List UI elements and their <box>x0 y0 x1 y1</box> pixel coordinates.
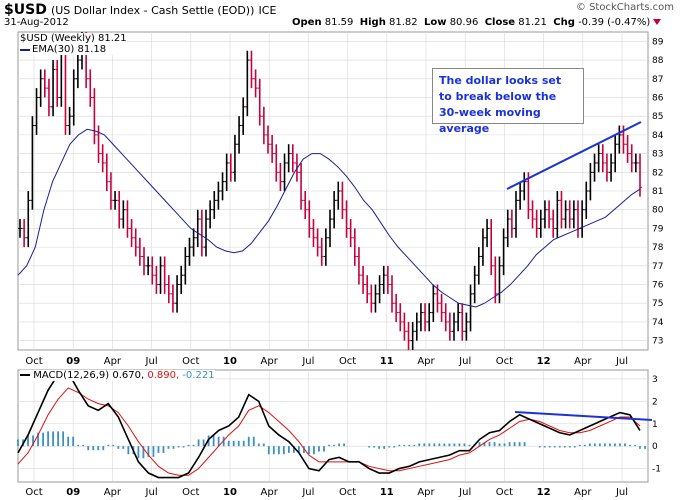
signal-line <box>17 387 641 476</box>
ema-legend-label: EMA(30) 81.18 <box>32 44 107 55</box>
price-x-tick: Oct <box>25 356 42 367</box>
macd-x-tick: Oct <box>339 487 356 498</box>
price-y-tick: 88 <box>652 56 664 66</box>
price-x-tick: Apr <box>417 356 435 367</box>
signal-legend-value: 0.890, <box>147 370 180 381</box>
price-x-tick: Oct <box>496 356 513 367</box>
chart-date: 31-Aug-2012 <box>4 17 69 28</box>
price-y-tick: 80 <box>652 206 664 216</box>
macd-y-tick: 0 <box>652 442 658 452</box>
price-y-tick: 76 <box>652 281 664 291</box>
hist-legend-value: -0.221 <box>182 370 215 381</box>
chg-label: Chg <box>553 17 575 28</box>
macd-trendline <box>514 411 653 421</box>
upper-trendline <box>506 121 642 190</box>
macd-x-tick: Jul <box>145 487 158 498</box>
price-x-tick: Oct <box>339 356 356 367</box>
price-y-tick: 75 <box>652 299 663 309</box>
macd-x-tick: Jul <box>301 487 314 498</box>
price-x-tick: Apr <box>261 356 279 367</box>
macd-x-tick: Oct <box>25 487 42 498</box>
macd-y-tick: -1 <box>652 465 661 475</box>
macd-x-tick: Apr <box>417 487 435 498</box>
macd-line <box>17 371 641 479</box>
price-x-tick: Apr <box>574 356 592 367</box>
low-label: Low <box>424 17 447 28</box>
high-label: High <box>359 17 386 28</box>
ema-line <box>17 128 641 308</box>
close-label: Close <box>484 17 516 28</box>
price-legend-label: $USD (Weekly) 81.21 <box>20 33 127 44</box>
close-value: 81.21 <box>518 17 547 28</box>
macd-y-tick: 1 <box>652 420 658 430</box>
macd-x-tick: 11 <box>380 487 394 498</box>
price-y-tick: 86 <box>652 93 664 103</box>
macd-x-tick: Jul <box>458 487 471 498</box>
macd-swatch <box>20 374 30 376</box>
down-triangle-icon <box>653 19 662 25</box>
ema-swatch <box>20 48 30 51</box>
macd-legend-value: 0.670, <box>112 370 145 381</box>
symbol: $USD <box>4 2 47 18</box>
open-value: 81.59 <box>324 17 354 28</box>
price-x-tick: 09 <box>66 356 80 367</box>
low-value: 80.96 <box>449 17 479 28</box>
price-y-tick: 84 <box>652 131 664 141</box>
macd-x-tick: Jul <box>615 487 628 498</box>
chg-value: -0.39 (-0.47%) <box>578 17 651 28</box>
price-x-tick: Jul <box>301 356 314 367</box>
open-label: Open <box>292 17 322 28</box>
instrument-name: (US Dollar Index - Cash Settle (EOD)) <box>50 4 255 17</box>
ema-legend: EMA(30) 81.18 <box>20 44 127 55</box>
macd-x-tick: 12 <box>537 487 551 498</box>
macd-y-tick: 2 <box>652 397 658 407</box>
high-value: 81.82 <box>389 17 418 28</box>
quote-summary: Open 81.59 High 81.82 Low 80.96 Close 81… <box>292 17 662 28</box>
price-x-tick: Oct <box>182 356 199 367</box>
price-y-tick: 89 <box>652 37 664 47</box>
macd-legend-label: MACD(12,26,9) <box>33 370 110 381</box>
price-y-tick: 82 <box>652 168 663 178</box>
price-x-tick: Jul <box>615 356 628 367</box>
price-y-tick: 79 <box>652 224 664 234</box>
exchange: ICE <box>258 4 277 17</box>
price-y-tick: 81 <box>652 187 663 197</box>
price-y-tick: 77 <box>652 262 663 272</box>
price-x-tick: Jul <box>458 356 471 367</box>
brand-logo[interactable]: © StockCharts.com <box>575 2 674 13</box>
macd-x-tick: 10 <box>223 487 237 498</box>
macd-x-tick: Apr <box>574 487 592 498</box>
price-y-tick: 78 <box>652 243 664 253</box>
price-legend: $USD (Weekly) 81.21 EMA(30) 81.18 <box>20 33 127 55</box>
price-y-tick: 87 <box>652 75 663 85</box>
macd-x-tick: Apr <box>261 487 279 498</box>
macd-x-tick: Oct <box>182 487 199 498</box>
price-y-tick: 74 <box>652 318 664 328</box>
price-x-tick: 12 <box>537 356 551 367</box>
macd-x-tick: 09 <box>66 487 80 498</box>
price-x-tick: 11 <box>380 356 394 367</box>
price-x-tick: Jul <box>145 356 158 367</box>
macd-x-tick: Apr <box>104 487 122 498</box>
price-x-tick: 10 <box>223 356 237 367</box>
price-y-tick: 83 <box>652 150 663 160</box>
macd-legend: MACD(12,26,9) 0.670, 0.890, -0.221 <box>20 370 215 381</box>
macd-x-tick: Oct <box>496 487 513 498</box>
price-y-tick: 73 <box>652 337 663 347</box>
price-y-tick: 85 <box>652 112 663 122</box>
chart-title: $USD (US Dollar Index - Cash Settle (EOD… <box>4 2 276 18</box>
macd-y-tick: 3 <box>652 375 658 385</box>
price-x-tick: Apr <box>104 356 122 367</box>
annotation-box: The dollar looks set to break below the … <box>432 68 584 135</box>
